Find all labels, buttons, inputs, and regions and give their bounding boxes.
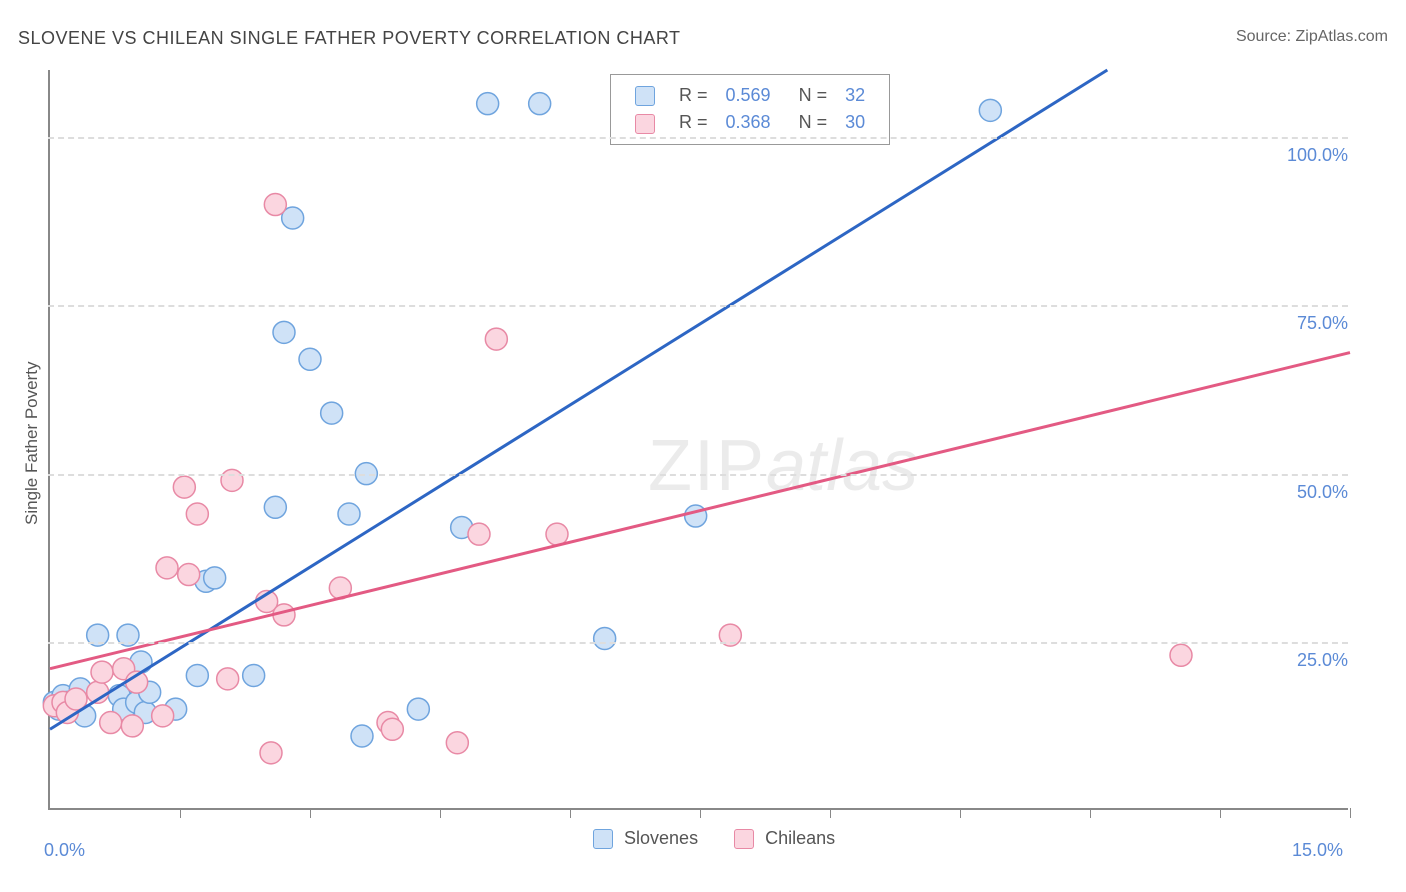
series-legend: Slovenes Chileans bbox=[575, 828, 853, 849]
data-point bbox=[186, 664, 208, 686]
data-point bbox=[477, 93, 499, 115]
data-point bbox=[152, 705, 174, 727]
data-point bbox=[273, 321, 295, 343]
legend-r-value: 0.368 bbox=[718, 110, 779, 135]
data-point bbox=[264, 496, 286, 518]
data-point bbox=[156, 557, 178, 579]
data-point bbox=[446, 732, 468, 754]
legend-r-label: R = bbox=[671, 110, 716, 135]
legend-r-value: 0.569 bbox=[718, 83, 779, 108]
plot-area: ZIPatlas R =0.569 N =32R =0.368 N =30 bbox=[48, 70, 1348, 810]
data-point bbox=[186, 503, 208, 525]
data-point bbox=[468, 523, 490, 545]
y-tick-label: 50.0% bbox=[1278, 482, 1348, 503]
data-point bbox=[407, 698, 429, 720]
x-tick bbox=[180, 808, 181, 818]
gridline-y bbox=[48, 137, 1348, 139]
y-tick-label: 75.0% bbox=[1278, 313, 1348, 334]
legend-swatch bbox=[627, 110, 669, 135]
gridline-y bbox=[48, 642, 1348, 644]
scatter-svg bbox=[50, 70, 1350, 810]
data-point bbox=[321, 402, 343, 424]
y-tick-label: 25.0% bbox=[1278, 650, 1348, 671]
data-point bbox=[351, 725, 373, 747]
data-point bbox=[546, 523, 568, 545]
y-tick-label: 100.0% bbox=[1278, 145, 1348, 166]
data-point bbox=[485, 328, 507, 350]
x-tick bbox=[830, 808, 831, 818]
legend-row: R =0.368 N =30 bbox=[627, 110, 873, 135]
data-point bbox=[91, 661, 113, 683]
legend-n-value: 32 bbox=[837, 83, 873, 108]
series-legend-item: Chileans bbox=[734, 828, 835, 849]
y-axis-label: Single Father Poverty bbox=[22, 362, 42, 525]
x-max-label: 15.0% bbox=[1292, 840, 1343, 861]
series-name: Chileans bbox=[765, 828, 835, 848]
series-name: Slovenes bbox=[624, 828, 698, 848]
data-point bbox=[243, 664, 265, 686]
x-tick bbox=[440, 808, 441, 818]
chart-source: Source: ZipAtlas.com bbox=[1236, 28, 1388, 46]
x-tick bbox=[1090, 808, 1091, 818]
data-point bbox=[100, 712, 122, 734]
legend-swatch bbox=[734, 829, 754, 849]
legend-row: R =0.569 N =32 bbox=[627, 83, 873, 108]
data-point bbox=[264, 194, 286, 216]
legend-n-label: N = bbox=[781, 110, 836, 135]
x-tick bbox=[570, 808, 571, 818]
data-point bbox=[381, 718, 403, 740]
gridline-y bbox=[48, 474, 1348, 476]
legend-swatch bbox=[593, 829, 613, 849]
data-point bbox=[529, 93, 551, 115]
data-point bbox=[173, 476, 195, 498]
chart-container: SLOVENE VS CHILEAN SINGLE FATHER POVERTY… bbox=[0, 0, 1406, 892]
data-point bbox=[260, 742, 282, 764]
correlation-legend: R =0.569 N =32R =0.368 N =30 bbox=[610, 74, 890, 145]
data-point bbox=[1170, 644, 1192, 666]
legend-n-label: N = bbox=[781, 83, 836, 108]
data-point bbox=[299, 348, 321, 370]
chart-title: SLOVENE VS CHILEAN SINGLE FATHER POVERTY… bbox=[18, 28, 681, 49]
x-min-label: 0.0% bbox=[44, 840, 85, 861]
x-tick bbox=[700, 808, 701, 818]
legend-r-label: R = bbox=[671, 83, 716, 108]
data-point bbox=[338, 503, 360, 525]
series-legend-item: Slovenes bbox=[593, 828, 698, 849]
data-point bbox=[121, 715, 143, 737]
x-tick bbox=[310, 808, 311, 818]
legend-n-value: 30 bbox=[837, 110, 873, 135]
data-point bbox=[979, 99, 1001, 121]
trend-line bbox=[50, 353, 1350, 669]
data-point bbox=[594, 627, 616, 649]
data-point bbox=[217, 668, 239, 690]
x-tick bbox=[1220, 808, 1221, 818]
x-tick bbox=[960, 808, 961, 818]
correlation-table: R =0.569 N =32R =0.368 N =30 bbox=[625, 81, 875, 138]
data-point bbox=[178, 564, 200, 586]
legend-swatch bbox=[627, 83, 669, 108]
gridline-y bbox=[48, 305, 1348, 307]
x-tick bbox=[1350, 808, 1351, 818]
data-point bbox=[204, 567, 226, 589]
